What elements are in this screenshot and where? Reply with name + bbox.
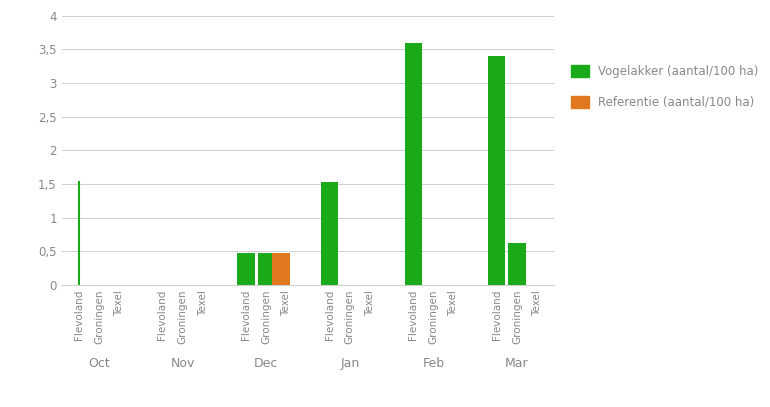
Text: Dec: Dec (254, 357, 279, 370)
Bar (488, 56, 505, 285)
Bar (321, 182, 338, 285)
Text: Nov: Nov (170, 357, 195, 370)
Text: Jan: Jan (340, 357, 360, 370)
Text: Oct: Oct (89, 357, 110, 370)
Bar (508, 243, 526, 285)
Bar (258, 253, 275, 285)
Bar (404, 42, 422, 285)
Bar (237, 253, 255, 285)
Text: Mar: Mar (505, 357, 529, 370)
Legend: Vogelakker (aantal/100 ha), Referentie (aantal/100 ha): Vogelakker (aantal/100 ha), Referentie (… (565, 59, 765, 115)
Text: Feb: Feb (422, 357, 444, 370)
Bar (273, 253, 290, 285)
